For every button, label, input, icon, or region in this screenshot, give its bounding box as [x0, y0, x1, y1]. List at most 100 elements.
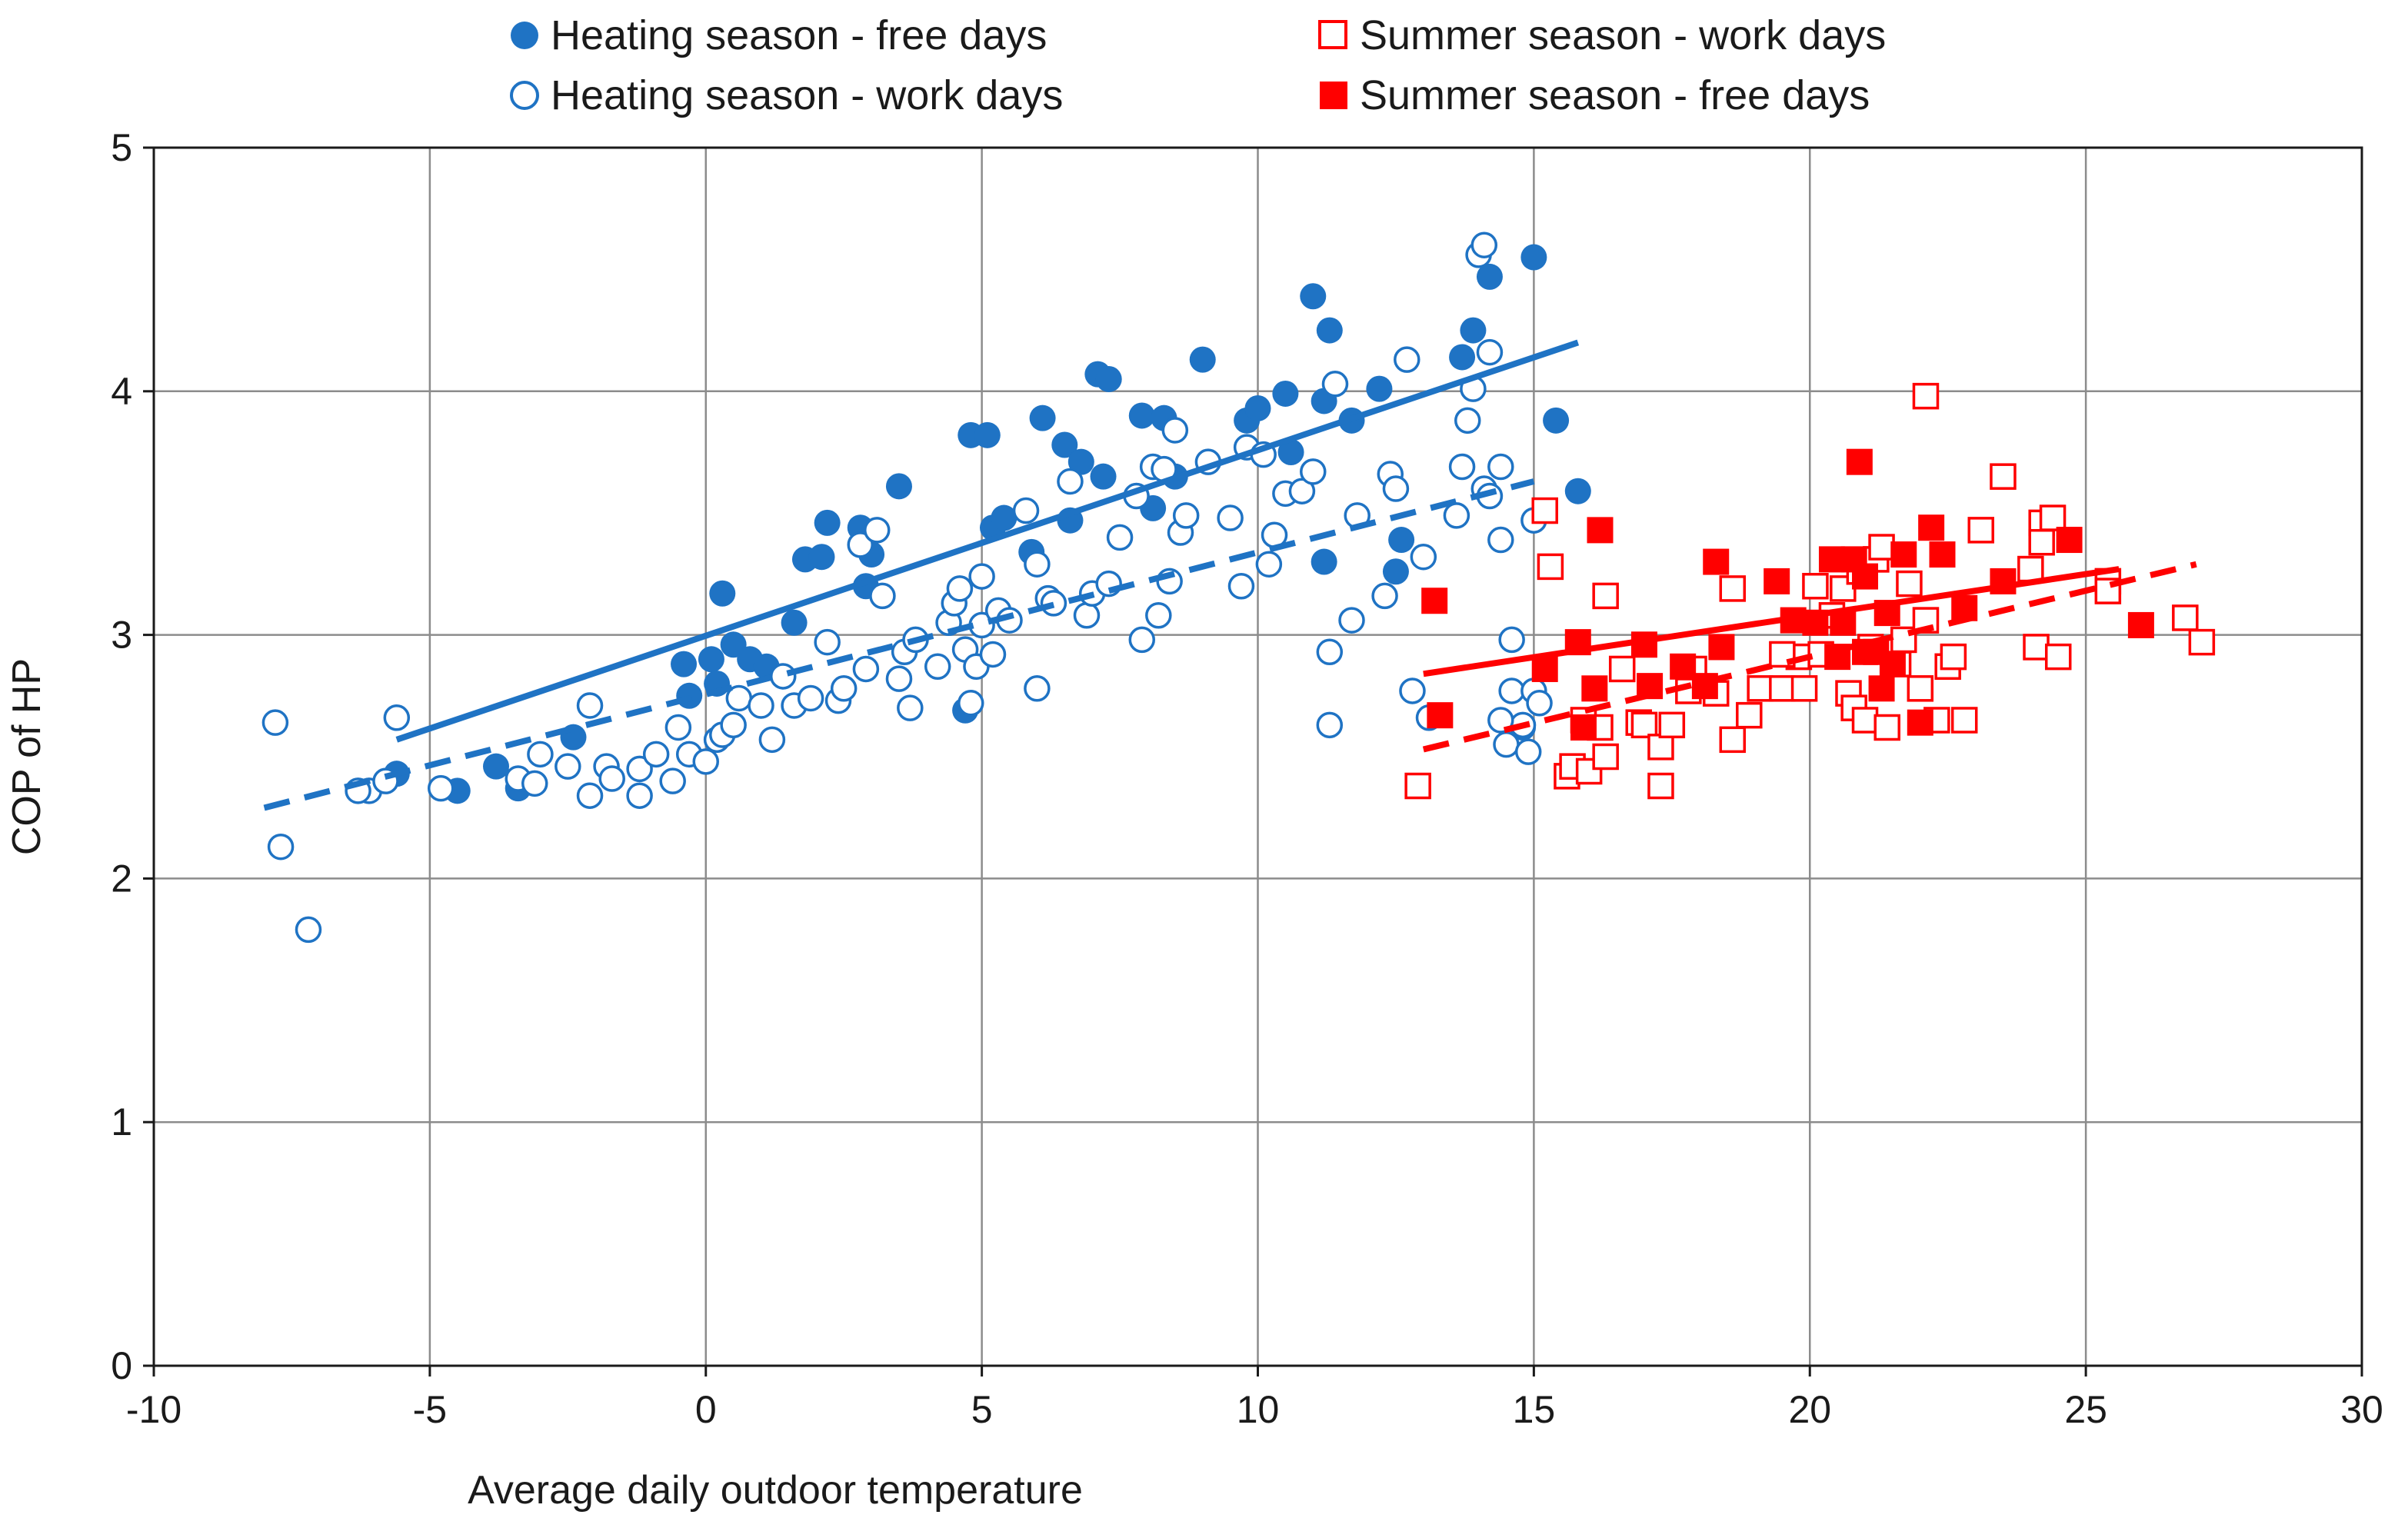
data-point-summer-free — [1879, 651, 1906, 677]
data-point-heating-work — [267, 833, 295, 861]
data-point-heating-work — [1128, 626, 1156, 654]
data-point-heating-work — [261, 709, 289, 736]
data-point-heating-work — [958, 690, 984, 717]
data-point-summer-work — [2172, 604, 2199, 631]
data-point-heating-work — [869, 582, 896, 610]
data-point-heating-work — [659, 767, 686, 794]
y-tick-label: 5 — [111, 126, 132, 169]
data-point-heating-free — [814, 509, 841, 536]
data-point-heating-work — [1454, 407, 1481, 434]
data-point-heating-work — [664, 714, 692, 741]
data-point-summer-work — [1747, 675, 1774, 702]
legend-marker-summer-work — [1318, 20, 1347, 49]
data-point-heating-work — [598, 765, 625, 792]
y-tick-label: 2 — [111, 857, 132, 900]
data-point-heating-work — [527, 741, 554, 768]
data-point-summer-free — [1421, 588, 1448, 614]
data-point-heating-free — [671, 651, 698, 677]
data-point-heating-work — [847, 531, 874, 558]
data-point-heating-work — [1316, 711, 1344, 739]
data-point-heating-free — [1460, 317, 1487, 344]
data-point-heating-work — [1448, 453, 1476, 481]
y-tick-label: 3 — [111, 614, 132, 657]
data-point-summer-work — [2017, 555, 2044, 583]
data-point-heating-free — [808, 544, 835, 571]
data-point-heating-work — [1106, 524, 1134, 551]
data-point-heating-free — [1311, 548, 1337, 575]
data-point-heating-work — [626, 782, 653, 809]
data-point-heating-work — [814, 628, 841, 656]
data-point-heating-work — [1161, 417, 1189, 444]
data-point-heating-work — [946, 575, 974, 602]
data-points — [261, 231, 2216, 944]
data-point-heating-work — [1410, 543, 1437, 571]
data-point-summer-free — [1868, 675, 1895, 702]
legend-item-summer-free: Summer season - free days — [1320, 72, 1870, 118]
data-point-heating-work — [924, 653, 951, 681]
data-point-heating-work — [1073, 602, 1101, 629]
data-point-heating-work — [852, 655, 880, 683]
trend-line-heating-free — [395, 339, 1580, 743]
data-point-summer-work — [1537, 553, 1564, 581]
data-point-heating-free — [1476, 263, 1503, 290]
data-point-heating-work — [1476, 338, 1504, 366]
x-tick-label: 25 — [2064, 1388, 2107, 1431]
data-point-summer-free — [1818, 546, 1845, 573]
data-point-heating-work — [1443, 502, 1470, 529]
x-tick-label: 10 — [1237, 1388, 1280, 1431]
data-point-summer-free — [1764, 568, 1790, 594]
data-point-heating-free — [483, 753, 510, 780]
data-point-summer-free — [2056, 527, 2083, 554]
data-point-summer-work — [1896, 570, 1923, 598]
data-point-heating-work — [555, 753, 581, 780]
data-point-summer-free — [1427, 702, 1454, 729]
data-point-summer-free — [1918, 514, 1945, 541]
data-point-summer-work — [1719, 726, 1747, 754]
data-point-heating-free — [1520, 244, 1547, 271]
legend-label-heating-work: Heating season - work days — [551, 72, 1063, 118]
data-point-heating-work — [521, 770, 548, 797]
series-summer-free — [1421, 448, 2154, 741]
data-point-heating-free — [1051, 431, 1078, 458]
data-point-heating-work — [797, 684, 824, 712]
x-tick-label: 30 — [2340, 1388, 2383, 1431]
data-point-heating-work — [1487, 453, 1514, 481]
data-point-heating-work — [576, 692, 604, 719]
data-point-heating-free — [1564, 478, 1591, 504]
legend-marker-heating-work — [510, 81, 539, 110]
data-point-summer-work — [1790, 675, 1818, 702]
x-tick-label: 20 — [1788, 1388, 1831, 1431]
legend-item-heating-free: Heating season - free days — [511, 12, 1047, 58]
data-point-heating-free — [1277, 439, 1304, 465]
data-point-summer-free — [1531, 655, 1558, 682]
data-point-heating-work — [1371, 582, 1398, 610]
data-point-summer-work — [1990, 463, 2017, 490]
data-point-summer-free — [1587, 517, 1614, 544]
data-point-summer-work — [1658, 711, 1686, 739]
data-point-heating-work — [1316, 638, 1344, 666]
legend-item-summer-work: Summer season - work days — [1318, 12, 1886, 58]
data-point-heating-work — [692, 748, 719, 775]
data-point-summer-work — [1736, 701, 1763, 729]
y-tick-label: 1 — [111, 1100, 132, 1144]
data-point-summer-work — [1907, 675, 1934, 702]
data-point-heating-work — [576, 782, 604, 809]
data-point-heating-work — [1227, 572, 1255, 600]
data-point-heating-work — [642, 741, 670, 768]
data-point-heating-work — [1057, 468, 1084, 495]
legend-item-heating-work: Heating season - work days — [510, 72, 1063, 118]
data-point-summer-work — [1531, 497, 1558, 524]
data-point-heating-free — [885, 473, 912, 500]
data-point-heating-work — [1487, 526, 1514, 554]
data-point-summer-work — [1950, 707, 1978, 734]
data-point-heating-work — [1145, 602, 1172, 629]
data-point-heating-free — [1543, 407, 1570, 434]
data-point-heating-work — [885, 665, 913, 692]
x-tick-label: 5 — [971, 1388, 993, 1431]
y-tick-label: 4 — [111, 370, 132, 413]
data-point-summer-free — [1890, 541, 1917, 568]
data-point-summer-work — [1967, 517, 1995, 544]
data-point-summer-work — [1940, 643, 1967, 671]
data-point-heating-work — [1394, 346, 1420, 373]
